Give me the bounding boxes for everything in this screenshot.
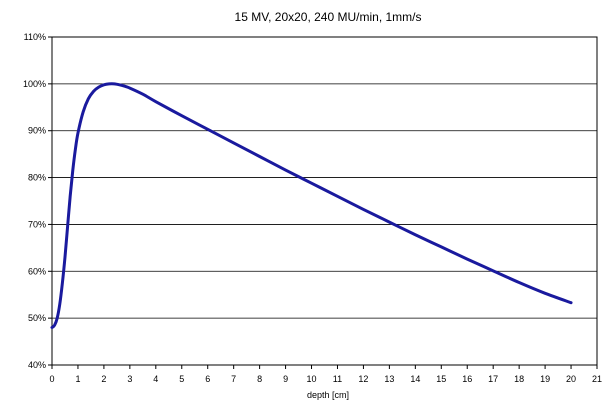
x-tick-label: 3 bbox=[127, 374, 132, 384]
y-tick-label: 90% bbox=[28, 126, 46, 136]
x-tick-label: 7 bbox=[231, 374, 236, 384]
x-tick-label: 1 bbox=[75, 374, 80, 384]
x-tick-label: 19 bbox=[540, 374, 550, 384]
x-axis-label: depth [cm] bbox=[307, 390, 349, 400]
x-tick-label: 20 bbox=[566, 374, 576, 384]
x-tick-label: 13 bbox=[384, 374, 394, 384]
x-tick-label: 14 bbox=[410, 374, 420, 384]
x-axis: 0 1 2 3 4 5 6 7 8 9 10 11 12 13 14 15 16 17 18 19 20 21 bbox=[49, 365, 602, 384]
x-tick-label: 10 bbox=[307, 374, 317, 384]
y-tick-label: 60% bbox=[28, 266, 46, 276]
x-tick-label: 0 bbox=[49, 374, 54, 384]
x-tick-label: 5 bbox=[179, 374, 184, 384]
x-tick-label: 8 bbox=[257, 374, 262, 384]
plot-area bbox=[51, 36, 598, 366]
x-tick-label: 2 bbox=[101, 374, 106, 384]
x-tick-label: 4 bbox=[153, 374, 158, 384]
x-tick-label: 15 bbox=[436, 374, 446, 384]
y-tick-label: 50% bbox=[28, 313, 46, 323]
x-tick-label: 17 bbox=[488, 374, 498, 384]
y-tick-label: 80% bbox=[28, 173, 46, 183]
x-tick-label: 12 bbox=[358, 374, 368, 384]
x-tick-label: 6 bbox=[205, 374, 210, 384]
y-tick-label: 70% bbox=[28, 219, 46, 229]
x-tick-label: 9 bbox=[283, 374, 288, 384]
x-tick-label: 18 bbox=[514, 374, 524, 384]
y-axis: 40% 50% 60% 70% 80% 90% 100% 110% bbox=[23, 32, 52, 370]
series-line bbox=[50, 82, 573, 330]
x-tick-label: 21 bbox=[592, 374, 602, 384]
y-tick-label: 40% bbox=[28, 360, 46, 370]
y-tick-label: 110% bbox=[24, 32, 46, 42]
chart-title: 15 MV, 20x20, 240 MU/min, 1mm/s bbox=[235, 10, 422, 24]
y-tick-label: 100% bbox=[23, 79, 46, 89]
x-tick-label: 16 bbox=[462, 374, 472, 384]
grid bbox=[52, 83, 597, 319]
x-tick-label: 11 bbox=[333, 374, 342, 384]
